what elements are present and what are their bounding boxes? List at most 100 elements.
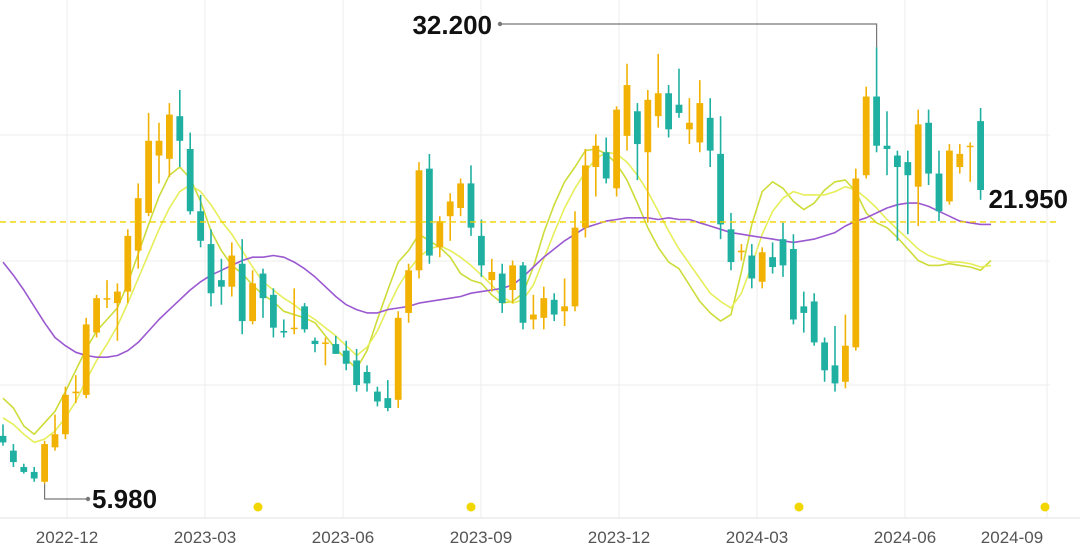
candle [634,103,641,181]
last-price-label: 21.950 [988,184,1068,214]
candle-body [259,273,267,299]
candle-body [831,365,839,384]
candle [249,270,256,325]
candle [478,219,485,277]
event-dot [466,502,476,512]
max-leader-line [500,23,878,48]
candle [436,216,444,258]
candle-body [602,152,610,179]
candle [738,244,745,261]
candle [155,122,163,184]
candle-body [540,298,548,318]
candle-body [394,317,402,400]
x-tick-label: 2024-06 [874,528,936,547]
candle [748,244,756,289]
candle-body [103,298,111,300]
candle-body [415,170,423,271]
candle-body [498,273,506,304]
candle [623,63,631,151]
candle-body [176,116,184,141]
candle [280,319,288,338]
candle [207,229,215,307]
candle-body [935,173,943,212]
candle-body [956,153,964,168]
candle [644,89,652,223]
candle-body [488,271,496,281]
candle-body [311,340,319,345]
candle-body [571,227,579,307]
candle-body [124,235,132,292]
candle [873,47,880,153]
candle [290,288,298,335]
candle-body [155,140,163,156]
x-tick-label: 2022-12 [36,528,98,547]
candle [977,108,984,200]
min-callout: 5.980 [43,483,157,514]
candle-body [62,394,69,435]
max-callout: 32.200 [412,10,878,48]
candle [363,365,371,392]
candle-body [478,235,485,266]
candle-body [51,434,59,448]
candle-body [977,121,984,190]
candle-body [654,93,662,117]
candle [51,414,59,451]
candle [925,109,932,186]
candle-body [218,280,225,287]
candle-body [706,117,714,151]
candle-body [426,168,433,256]
candle [10,444,17,468]
min-leader-line [43,483,88,500]
candle-body [946,150,953,202]
candle-body [41,444,48,482]
candle-body [800,306,808,313]
candle [114,283,121,341]
candle [592,134,600,197]
candle [166,103,173,177]
candle [946,144,953,205]
candle [93,294,100,338]
candle-body [290,327,298,330]
candle [821,337,828,382]
ma_slow-line [2,202,991,359]
candle-body [270,294,277,328]
candle [488,258,496,292]
candle-body [114,291,121,304]
candle-body [322,342,329,344]
candle-body [467,183,475,228]
grid [0,0,1080,519]
candle [696,80,704,153]
min-leader-dot [85,496,91,502]
candle-body [966,145,974,148]
candle-body [228,255,236,287]
max-price-label: 32.200 [412,10,492,40]
candle-body [675,104,683,113]
candle [124,229,132,304]
candle-body [10,450,17,463]
candle [613,106,620,197]
candle [176,89,184,168]
candle [41,440,48,484]
candle [883,111,891,176]
candle [467,165,475,236]
x-tick-label: 2024-03 [726,528,788,547]
candle [270,288,277,338]
candle [654,53,662,128]
candle-body [914,124,922,187]
candle [426,153,433,264]
candle-body [821,342,828,371]
candle [218,258,225,305]
candle [384,380,392,412]
candle-body [134,198,142,251]
candle [415,162,423,279]
candle [374,386,381,407]
candle [602,137,610,184]
candle-body [519,265,527,323]
candle-body [0,435,7,443]
candle [966,142,974,182]
candle [706,98,714,168]
candle [259,268,267,318]
max-leader-dot [497,21,503,27]
candle [103,280,111,308]
